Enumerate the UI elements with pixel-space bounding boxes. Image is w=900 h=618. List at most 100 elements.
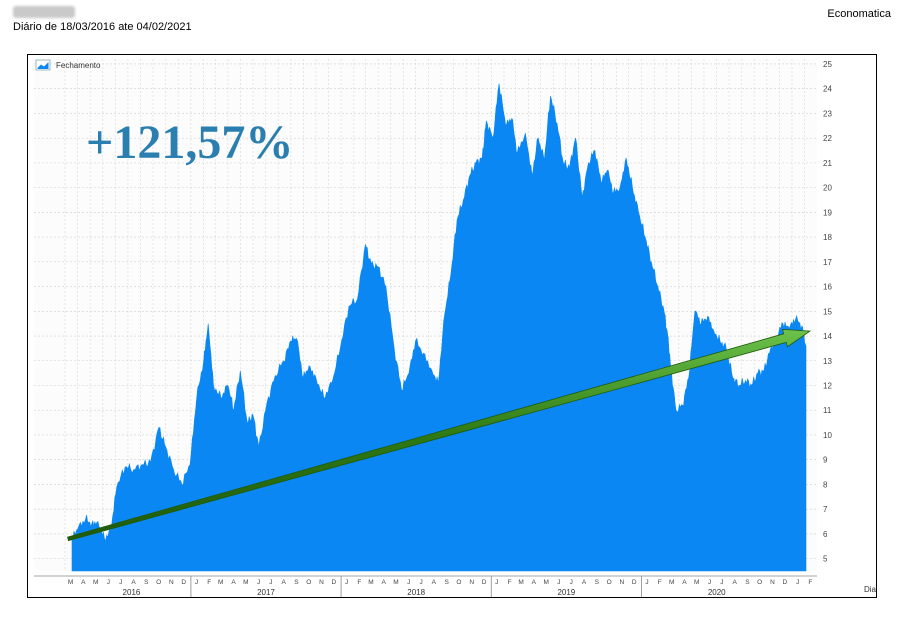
month-label-2019-02: F (508, 579, 512, 586)
month-label-2021-01: J (796, 579, 799, 586)
x-unit-label: Dia (864, 585, 877, 594)
month-label-2018-08: A (432, 579, 437, 586)
month-label-2020-07: J (720, 579, 723, 586)
month-label-2016-03: M (68, 579, 73, 586)
brand-label: Economatica (827, 8, 891, 20)
month-label-2017-12: D (332, 579, 337, 586)
month-label-2019-09: S (595, 579, 600, 586)
month-label-2017-06: J (257, 579, 260, 586)
month-label-2017-03: M (218, 579, 223, 586)
y-tick-label-16: 16 (823, 283, 832, 292)
month-label-2016-08: A (131, 579, 136, 586)
y-tick-label-12: 12 (823, 381, 832, 390)
month-label-2019-12: D (632, 579, 637, 586)
y-tick-label-6: 6 (823, 530, 828, 539)
month-label-2018-12: D (482, 579, 487, 586)
month-label-2019-03: M (518, 579, 523, 586)
month-label-2017-08: A (282, 579, 287, 586)
year-label-2017: 2017 (257, 588, 275, 597)
month-label-2020-09: S (745, 579, 750, 586)
month-label-2020-10: O (757, 579, 762, 586)
trend-arrow-shape (67, 328, 812, 542)
month-label-2016-06: J (107, 579, 110, 586)
month-label-2016-12: D (181, 579, 186, 586)
month-label-2018-05: M (393, 579, 398, 586)
month-label-2018-03: M (368, 579, 373, 586)
chart-subtitle: Diário de 18/03/2016 ate 04/02/2021 (13, 21, 192, 33)
month-label-2019-05: M (543, 579, 548, 586)
blurred-asset-name (13, 6, 75, 18)
month-label-2017-09: S (294, 579, 299, 586)
y-tick-label-8: 8 (823, 480, 828, 489)
series-area-fechamento (71, 83, 807, 572)
month-label-2020-02: F (658, 579, 662, 586)
y-tick-label-9: 9 (823, 456, 828, 465)
y-tick-label-13: 13 (823, 357, 832, 366)
y-tick-label-20: 20 (823, 184, 832, 193)
month-label-2020-11: N (770, 579, 775, 586)
year-label-2020: 2020 (708, 588, 726, 597)
month-label-2017-07: J (269, 579, 272, 586)
month-label-2021-02: F (808, 579, 812, 586)
y-tick-label-17: 17 (823, 258, 832, 267)
y-tick-label-19: 19 (823, 208, 832, 217)
month-label-2018-06: J (407, 579, 410, 586)
month-label-2016-05: M (93, 579, 98, 586)
month-label-2019-08: A (582, 579, 587, 586)
y-tick-label-7: 7 (823, 505, 828, 514)
performance-annotation: +121,57% (86, 116, 293, 169)
month-label-2019-07: J (570, 579, 573, 586)
month-label-2017-01: J (195, 579, 198, 586)
month-label-2019-01: J (495, 579, 498, 586)
legend-label: Fechamento (56, 61, 101, 70)
month-label-2017-05: M (243, 579, 248, 586)
year-label-2018: 2018 (407, 588, 425, 597)
month-label-2019-04: A (532, 579, 537, 586)
trend-arrow (67, 328, 812, 542)
month-label-2018-11: N (469, 579, 474, 586)
y-tick-label-10: 10 (823, 431, 832, 440)
month-label-2020-01: J (645, 579, 648, 586)
year-label-2016: 2016 (123, 588, 141, 597)
month-label-2020-03: M (669, 579, 674, 586)
month-label-2017-02: F (207, 579, 211, 586)
month-label-2018-07: J (419, 579, 422, 586)
month-label-2018-01: J (345, 579, 348, 586)
legend-swatch (35, 59, 51, 71)
year-label-2019: 2019 (557, 588, 575, 597)
month-label-2019-10: O (607, 579, 612, 586)
month-label-2017-04: A (231, 579, 236, 586)
y-tick-label-11: 11 (823, 406, 832, 415)
month-label-2018-09: S (444, 579, 449, 586)
month-label-2016-07: J (119, 579, 122, 586)
y-tick-label-21: 21 (823, 159, 832, 168)
month-label-2020-08: A (732, 579, 737, 586)
month-label-2016-10: O (156, 579, 161, 586)
month-label-2018-02: F (357, 579, 361, 586)
month-label-2018-10: O (456, 579, 461, 586)
month-label-2020-05: M (694, 579, 699, 586)
y-tick-label-5: 5 (823, 555, 828, 564)
month-label-2017-11: N (319, 579, 324, 586)
y-tick-label-22: 22 (823, 134, 832, 143)
month-label-2019-06: J (557, 579, 560, 586)
y-tick-label-24: 24 (823, 85, 832, 94)
area-layer (71, 83, 807, 572)
y-tick-label-25: 25 (823, 60, 832, 69)
month-label-2020-04: A (682, 579, 687, 586)
month-label-2016-04: A (81, 579, 86, 586)
month-label-2017-10: O (306, 579, 311, 586)
legend: Fechamento (35, 59, 101, 71)
month-label-2016-11: N (169, 579, 174, 586)
month-label-2018-04: A (381, 579, 386, 586)
y-axis: 5 6 7 8 9 10 11 12 13 14 15 16 17 18 19 20 21 22 23 24 25 (823, 60, 832, 564)
month-label-2016-09: S (144, 579, 149, 586)
y-tick-label-15: 15 (823, 307, 832, 316)
month-label-2020-12: D (782, 579, 787, 586)
y-tick-label-23: 23 (823, 109, 832, 118)
y-tick-label-18: 18 (823, 233, 832, 242)
month-label-2019-11: N (620, 579, 625, 586)
